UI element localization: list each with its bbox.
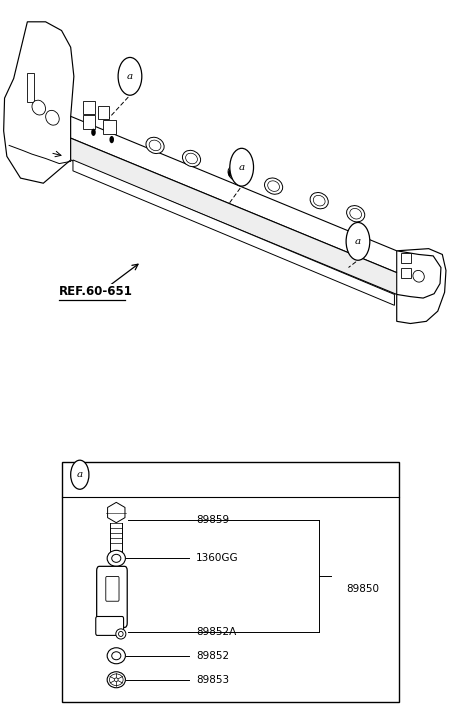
Circle shape: [91, 129, 96, 136]
Ellipse shape: [346, 206, 364, 222]
Ellipse shape: [309, 193, 328, 209]
FancyBboxPatch shape: [400, 253, 410, 263]
FancyBboxPatch shape: [103, 120, 116, 134]
FancyBboxPatch shape: [96, 566, 127, 627]
FancyBboxPatch shape: [96, 616, 123, 635]
Circle shape: [109, 136, 114, 143]
Ellipse shape: [109, 650, 123, 662]
Ellipse shape: [313, 196, 324, 206]
Text: 89853: 89853: [196, 675, 229, 685]
Polygon shape: [107, 502, 125, 523]
Text: a: a: [76, 470, 83, 479]
Ellipse shape: [116, 629, 126, 639]
Text: 89852A: 89852A: [196, 627, 236, 638]
Ellipse shape: [107, 648, 125, 664]
Polygon shape: [4, 22, 74, 183]
Polygon shape: [71, 116, 396, 273]
Ellipse shape: [114, 678, 118, 682]
Ellipse shape: [267, 181, 279, 191]
FancyBboxPatch shape: [82, 115, 95, 129]
Ellipse shape: [107, 672, 125, 688]
Circle shape: [71, 460, 89, 489]
Bar: [61, 462, 398, 702]
Text: 1360GG: 1360GG: [196, 553, 238, 563]
Polygon shape: [396, 249, 445, 324]
Ellipse shape: [182, 150, 200, 166]
Polygon shape: [27, 73, 34, 102]
FancyBboxPatch shape: [400, 268, 410, 278]
Ellipse shape: [118, 631, 123, 637]
Text: 89852: 89852: [196, 651, 229, 661]
Ellipse shape: [32, 100, 46, 115]
Ellipse shape: [412, 270, 423, 282]
Text: a: a: [238, 163, 244, 172]
Ellipse shape: [46, 111, 59, 125]
Text: 89850: 89850: [346, 584, 379, 594]
Ellipse shape: [146, 137, 164, 153]
Polygon shape: [71, 138, 396, 294]
Circle shape: [228, 169, 232, 177]
Circle shape: [229, 148, 253, 186]
Ellipse shape: [231, 168, 243, 178]
Text: 89859: 89859: [196, 515, 229, 525]
Polygon shape: [73, 160, 394, 305]
Ellipse shape: [107, 550, 125, 566]
Text: REF.60-651: REF.60-651: [59, 285, 133, 298]
FancyBboxPatch shape: [83, 101, 95, 114]
FancyBboxPatch shape: [106, 577, 119, 601]
Ellipse shape: [185, 153, 197, 164]
Ellipse shape: [228, 165, 246, 181]
Text: a: a: [354, 237, 360, 246]
Circle shape: [345, 222, 369, 260]
Ellipse shape: [111, 651, 121, 660]
Text: a: a: [126, 72, 133, 81]
FancyBboxPatch shape: [98, 106, 109, 119]
Ellipse shape: [264, 178, 282, 194]
Ellipse shape: [349, 209, 361, 219]
Ellipse shape: [111, 554, 121, 563]
Ellipse shape: [109, 553, 123, 564]
Circle shape: [118, 57, 142, 95]
Ellipse shape: [149, 140, 161, 150]
